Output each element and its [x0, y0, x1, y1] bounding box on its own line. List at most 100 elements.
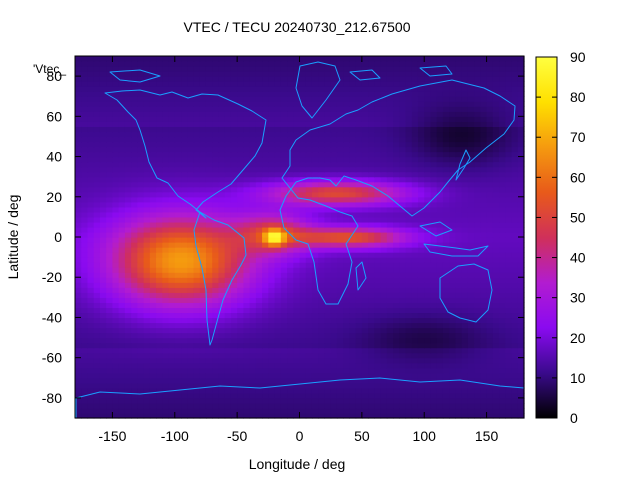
heatmap-cell: [380, 282, 388, 288]
heatmap-cell: [467, 196, 475, 203]
heatmap-cell: [131, 211, 138, 218]
heatmap-cell: [430, 377, 438, 384]
heatmap-cell: [368, 332, 375, 339]
heatmap-cell: [287, 382, 294, 389]
heatmap-cell: [417, 267, 425, 273]
heatmap-cell: [199, 372, 207, 379]
heatmap-cell: [374, 262, 382, 268]
heatmap-cell: [349, 131, 357, 138]
heatmap-cell: [411, 226, 419, 233]
heatmap-cell: [224, 111, 232, 117]
heatmap-cell: [411, 397, 419, 404]
heatmap-cell: [430, 262, 438, 268]
heatmap-cell: [293, 242, 301, 248]
heatmap-cell: [343, 131, 350, 138]
heatmap-cell: [268, 166, 276, 173]
heatmap-cell: [149, 206, 157, 213]
heatmap-cell: [262, 367, 269, 374]
heatmap-cell: [212, 221, 220, 228]
heatmap-cell: [131, 402, 138, 409]
heatmap-cell: [449, 181, 457, 188]
heatmap-cell: [474, 91, 481, 97]
heatmap-cell: [349, 267, 357, 273]
heatmap-cell: [311, 292, 319, 298]
heatmap-cell: [411, 287, 419, 293]
heatmap-cell: [237, 372, 244, 379]
heatmap-cell: [505, 171, 513, 178]
heatmap-cell: [449, 136, 457, 143]
heatmap-cell: [287, 126, 294, 133]
heatmap-cell: [237, 76, 244, 82]
heatmap-cell: [181, 377, 188, 384]
heatmap-cell: [299, 302, 307, 308]
heatmap-cell: [311, 166, 319, 173]
heatmap-cell: [287, 262, 294, 268]
heatmap-cell: [162, 297, 170, 303]
heatmap-cell: [174, 81, 182, 87]
heatmap-cell: [237, 96, 244, 102]
heatmap-cell: [131, 176, 138, 183]
heatmap-cell: [174, 247, 182, 253]
heatmap-cell: [174, 357, 182, 364]
heatmap-cell: [411, 181, 419, 188]
heatmap-cell: [274, 407, 282, 414]
heatmap-cell: [87, 76, 95, 82]
heatmap-cell: [424, 247, 432, 253]
heatmap-cell: [237, 126, 244, 133]
heatmap-cell: [149, 141, 157, 148]
heatmap-cell: [218, 282, 226, 288]
heatmap-cell: [268, 272, 276, 278]
heatmap-cell: [293, 176, 301, 183]
heatmap-cell: [505, 272, 513, 278]
heatmap-cell: [187, 156, 195, 163]
heatmap-cell: [374, 402, 382, 409]
heatmap-cell: [131, 156, 138, 163]
heatmap-cell: [99, 231, 107, 238]
heatmap-cell: [199, 166, 207, 173]
heatmap-cell: [187, 216, 195, 223]
heatmap-cell: [380, 287, 388, 293]
heatmap-cell: [399, 231, 407, 238]
heatmap-cell: [474, 397, 481, 404]
heatmap-cell: [230, 347, 238, 354]
heatmap-cell: [262, 226, 269, 233]
heatmap-cell: [467, 332, 475, 339]
heatmap-cell: [131, 382, 138, 389]
heatmap-cell: [424, 252, 432, 258]
heatmap-cell: [417, 86, 425, 92]
heatmap-cell: [162, 327, 170, 334]
heatmap-cell: [156, 111, 163, 117]
heatmap-cell: [417, 166, 425, 173]
heatmap-cell: [311, 382, 319, 389]
heatmap-cell: [411, 221, 419, 228]
heatmap-cell: [168, 141, 176, 148]
heatmap-cell: [486, 161, 494, 168]
heatmap-cell: [124, 231, 132, 238]
heatmap-cell: [393, 191, 400, 198]
heatmap-cell: [181, 161, 188, 168]
heatmap-cell: [499, 121, 506, 127]
heatmap-cell: [411, 191, 419, 198]
heatmap-cell: [499, 347, 506, 354]
heatmap-cell: [156, 272, 163, 278]
heatmap-cell: [305, 146, 313, 153]
heatmap-cell: [374, 111, 382, 117]
heatmap-cell: [149, 231, 157, 238]
heatmap-cell: [168, 372, 176, 379]
heatmap-cell: [81, 156, 89, 163]
heatmap-cell: [112, 201, 120, 208]
heatmap-cell: [124, 392, 132, 399]
heatmap-cell: [486, 272, 494, 278]
heatmap-cell: [149, 337, 157, 344]
heatmap-cell: [349, 372, 357, 379]
heatmap-cell: [224, 372, 232, 379]
heatmap-cell: [311, 252, 319, 258]
heatmap-cell: [287, 332, 294, 339]
heatmap-cell: [411, 327, 419, 334]
heatmap-cell: [492, 136, 500, 143]
heatmap-cell: [436, 317, 444, 324]
heatmap-cell: [430, 71, 438, 77]
heatmap-cell: [205, 297, 213, 303]
heatmap-cell: [330, 186, 338, 193]
heatmap-cell: [199, 317, 207, 324]
